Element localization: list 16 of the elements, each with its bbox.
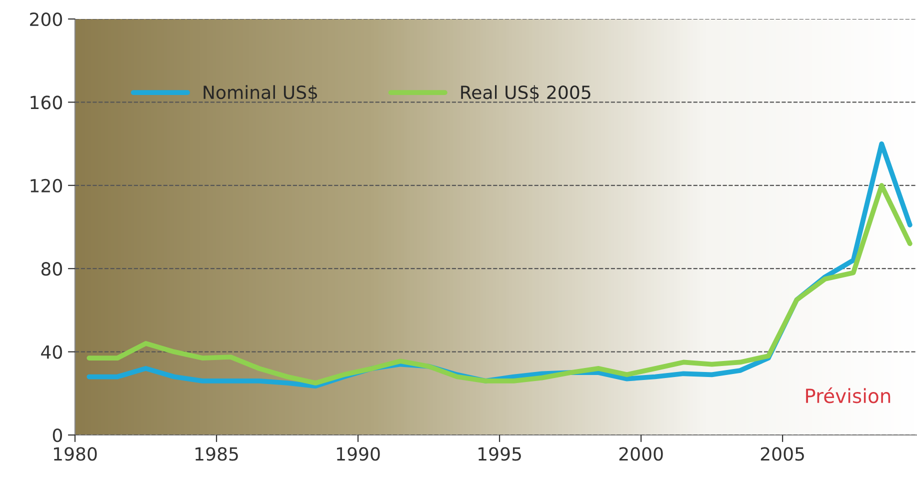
annotation: Prévision bbox=[806, 387, 890, 404]
x-tick-label: 1990 bbox=[337, 447, 380, 461]
y-tick-label: 160 bbox=[30, 96, 62, 110]
x-tick-label: 2000 bbox=[619, 447, 663, 461]
y-tick-label: 40 bbox=[41, 345, 62, 359]
y-tick-label: 120 bbox=[30, 178, 62, 193]
y-tick-label: 80 bbox=[41, 262, 62, 276]
line-series bbox=[86, 182, 912, 386]
legend-label: Nominal US$ bbox=[204, 85, 318, 102]
x-tick-label: 1985 bbox=[196, 447, 238, 461]
x-tick-label: 2005 bbox=[760, 447, 804, 461]
x-tick-label: 1995 bbox=[478, 447, 521, 461]
legend-label: Real US$ 2005 bbox=[461, 85, 590, 102]
y-tick-label: 200 bbox=[30, 12, 62, 26]
x-tick-label: 1980 bbox=[54, 447, 97, 461]
y-tick-label: 0 bbox=[52, 428, 62, 442]
